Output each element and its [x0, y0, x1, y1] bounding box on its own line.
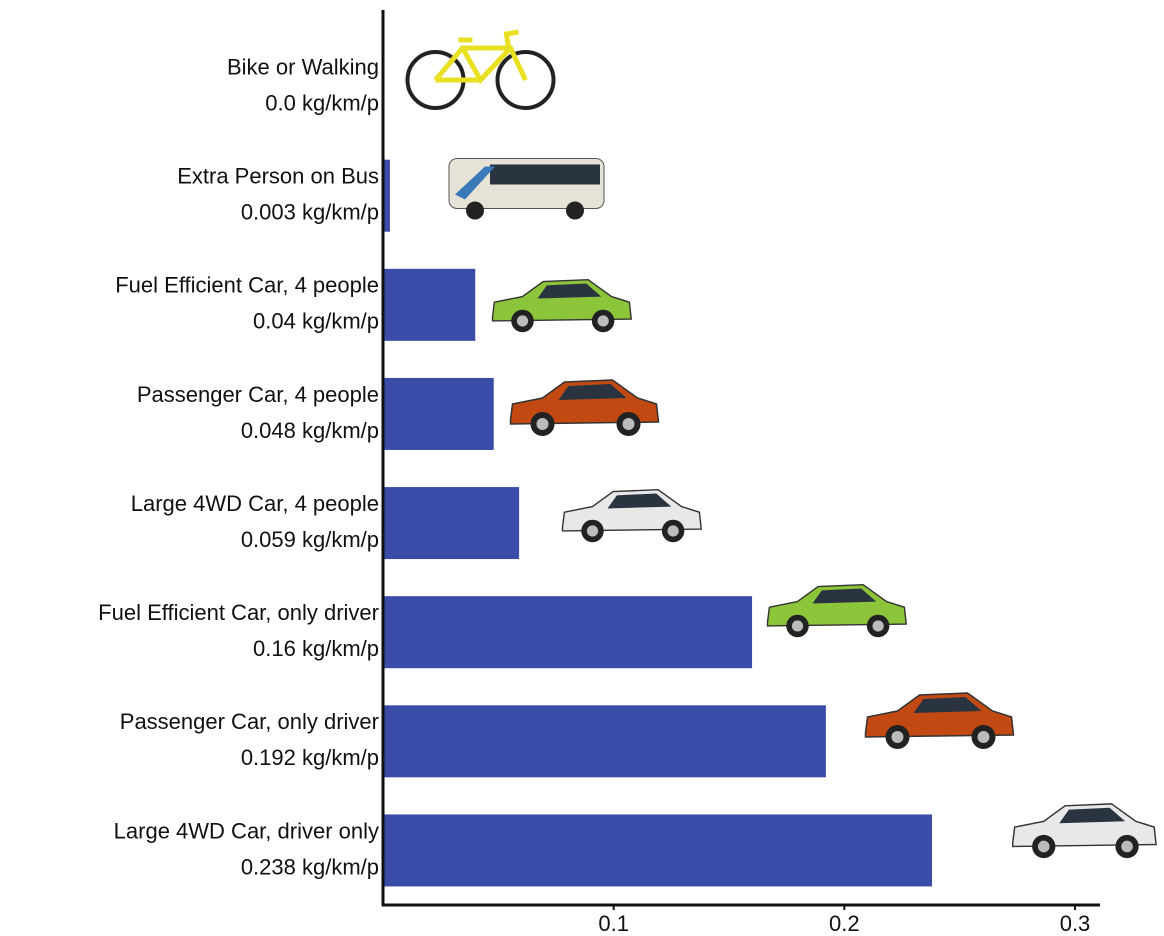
category-label: Passenger Car, only driver: [120, 709, 379, 734]
value-label: 0.04 kg/km/p: [253, 309, 379, 334]
bike-icon: [408, 32, 554, 108]
value-label: 0.048 kg/km/p: [241, 418, 379, 443]
category-label: Fuel Efficient Car, only driver: [98, 600, 379, 625]
category-label: Large 4WD Car, driver only: [114, 818, 379, 843]
category-label: Large 4WD Car, 4 people: [131, 491, 379, 516]
bar: [383, 596, 752, 668]
chart: Bike or Walking 0.0 kg/km/p Extra Person o…: [0, 0, 1164, 936]
value-label: 0.16 kg/km/p: [253, 636, 379, 661]
bus-icon: [449, 159, 604, 220]
value-label: 0.238 kg/km/p: [241, 854, 379, 879]
car-icon: [563, 490, 702, 543]
category-label: Fuel Efficient Car, 4 people: [115, 273, 379, 298]
car-icon: [493, 280, 632, 333]
car-icon: [1013, 804, 1156, 858]
value-label: 0.059 kg/km/p: [241, 527, 379, 552]
bar: [383, 705, 826, 777]
x-tick-label: 0.3: [1060, 911, 1091, 936]
value-label: 0.0 kg/km/p: [265, 90, 379, 115]
value-label: 0.003 kg/km/p: [241, 200, 379, 225]
category-label: Passenger Car, 4 people: [137, 382, 379, 407]
value-label: 0.192 kg/km/p: [241, 745, 379, 770]
x-tick-label: 0.2: [829, 911, 860, 936]
x-tick-label: 0.1: [598, 911, 629, 936]
bar: [383, 814, 932, 886]
car-icon: [866, 693, 1014, 749]
category-label: Extra Person on Bus: [177, 164, 379, 189]
bar: [383, 378, 494, 450]
bar: [383, 487, 519, 559]
bar: [383, 269, 475, 341]
category-label: Bike or Walking: [227, 54, 379, 79]
car-icon: [511, 380, 659, 436]
car-icon: [768, 585, 907, 638]
